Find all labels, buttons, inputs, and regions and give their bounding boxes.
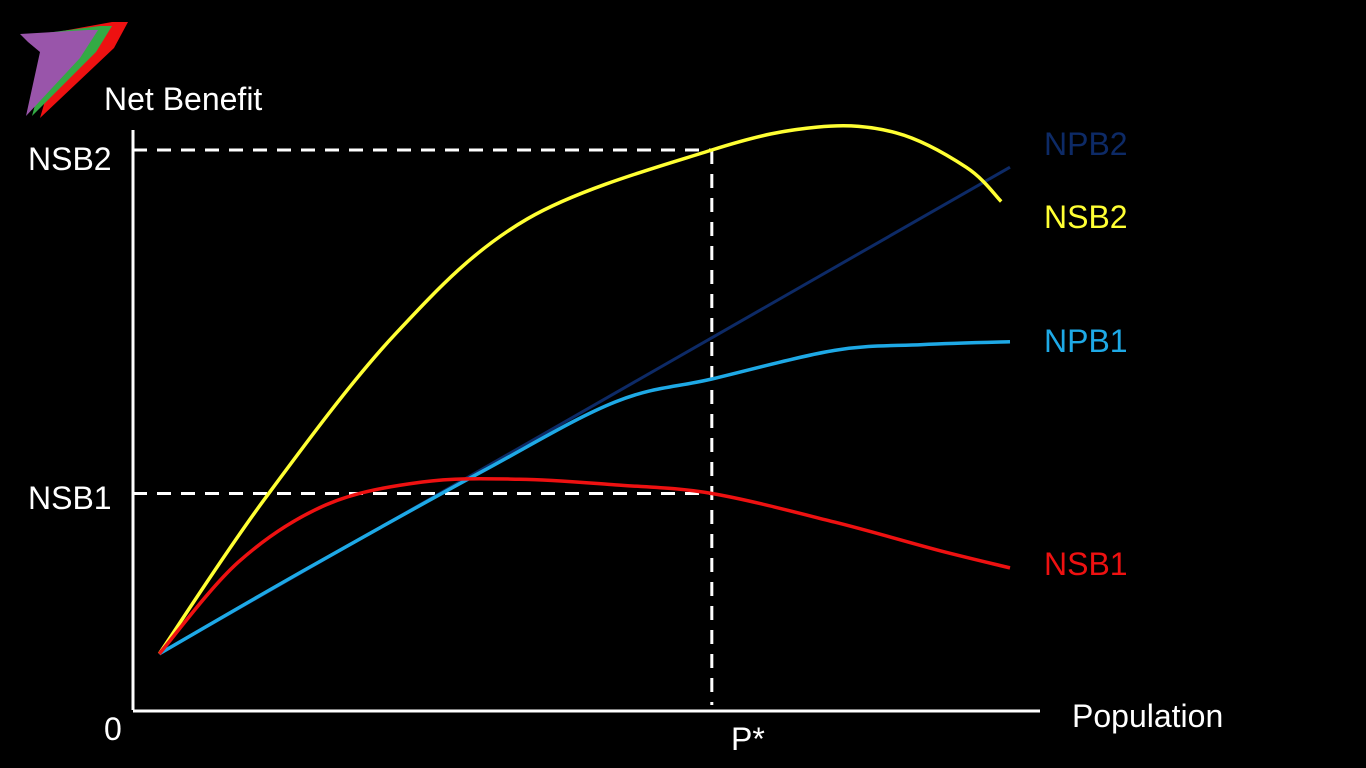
nsb2-curve	[157, 124, 1003, 655]
legend-npb1: NPB1	[1044, 323, 1128, 359]
y-tick-label-nsb1: NSB1	[28, 480, 112, 516]
legend-npb2: NPB2	[1044, 126, 1128, 162]
x-axis-label: Population	[1072, 698, 1223, 734]
legend-nsb2: NSB2	[1044, 199, 1128, 235]
npb1-curve	[158, 340, 1011, 656]
nsb1-curve	[157, 476, 1011, 655]
y-axis-label: Net Benefit	[104, 81, 262, 117]
origin-label: 0	[104, 711, 122, 747]
p-star-label: P*	[731, 721, 765, 757]
y-tick-label-nsb2: NSB2	[28, 141, 112, 177]
logo-icon	[20, 22, 128, 118]
legend-nsb1: NSB1	[1044, 546, 1128, 582]
